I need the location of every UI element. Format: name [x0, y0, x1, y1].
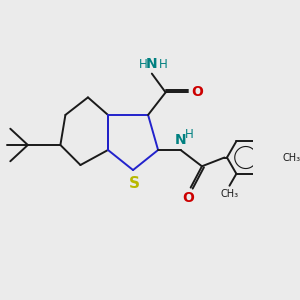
Text: CH₃: CH₃	[282, 152, 300, 163]
Text: S: S	[129, 176, 140, 190]
Text: H: H	[159, 58, 168, 70]
Text: N: N	[175, 133, 186, 147]
Text: O: O	[182, 190, 194, 205]
Text: CH₃: CH₃	[220, 189, 238, 199]
Text: H: H	[139, 58, 148, 70]
Text: O: O	[191, 85, 203, 99]
Text: N: N	[146, 57, 158, 70]
Text: H: H	[185, 128, 194, 141]
